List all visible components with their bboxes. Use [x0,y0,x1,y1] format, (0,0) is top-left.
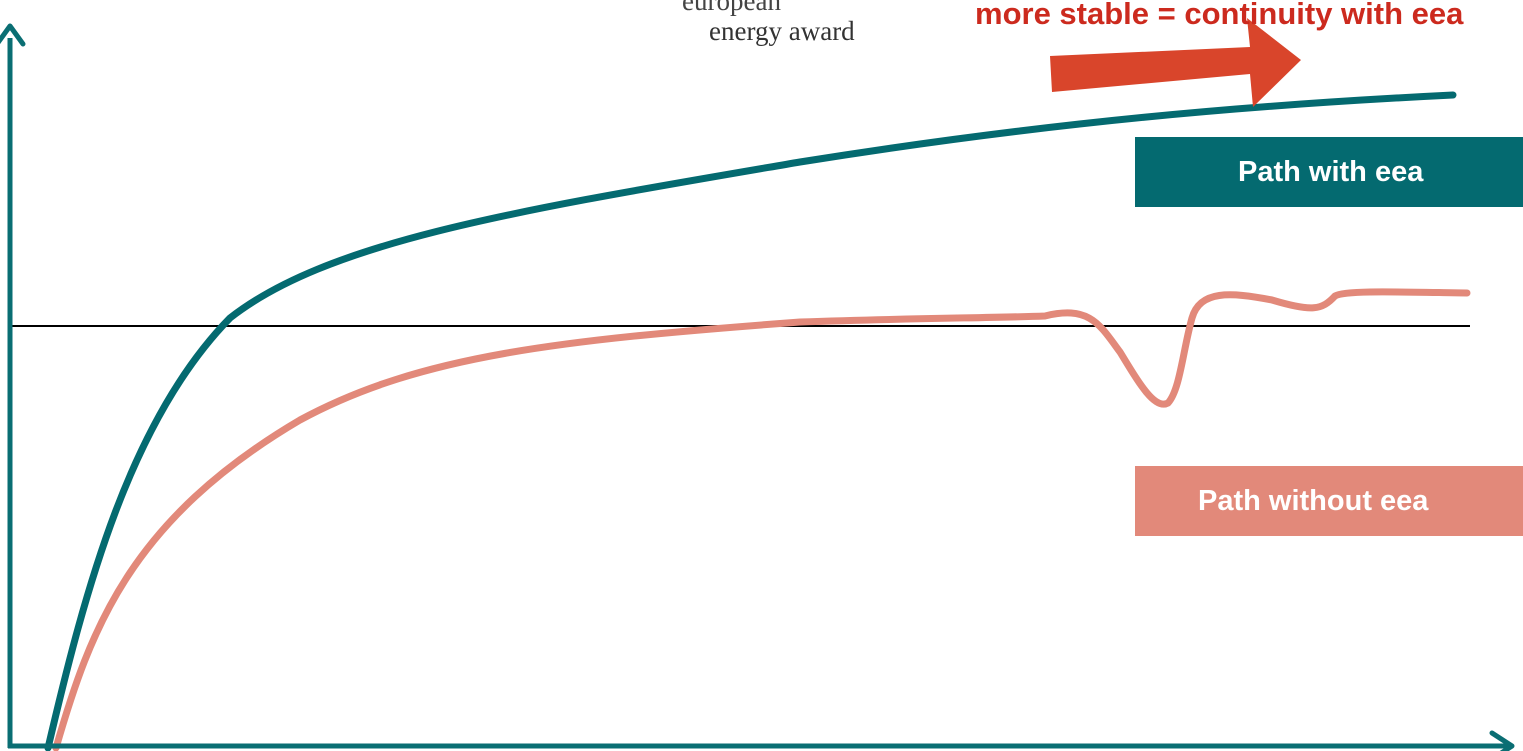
path-with-eea-label-text: Path with eea [1238,156,1424,188]
x-axis-arrowhead [1489,730,1515,751]
logo-text-line-1: european [682,0,781,16]
path-without-eea-curve [52,288,1471,751]
path-with-eea-label: Path with eea [1135,137,1523,207]
headline-text: more stable = continuity with eea [975,0,1464,31]
y-axis-arrowhead [0,23,26,47]
red-trend-arrow [1050,18,1301,107]
path-without-eea-label-text: Path without eea [1198,485,1429,517]
path-without-eea-label: Path without eea [1135,466,1523,536]
logo-text-line-2: energy award [709,16,855,46]
path-with-eea-curve [44,91,1457,751]
